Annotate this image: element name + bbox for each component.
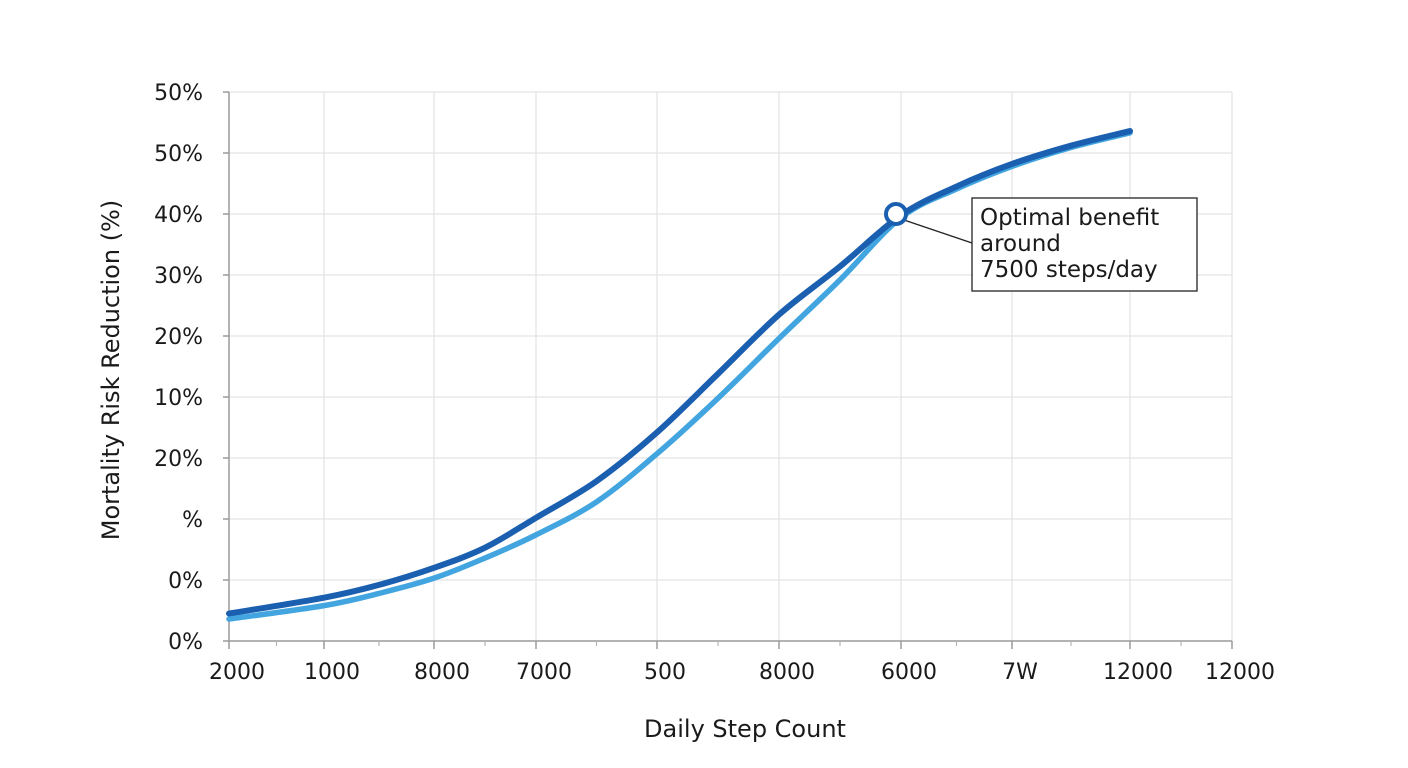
series-line-1 xyxy=(226,128,1133,617)
x-tick-label: 500 xyxy=(644,660,686,685)
y-tick-label: % xyxy=(182,508,203,533)
x-tick-label: 2000 xyxy=(209,660,265,685)
annotation-text-line: Optimal benefit xyxy=(980,205,1159,231)
y-tick-label: 10% xyxy=(154,386,203,411)
x-tick-label: 7000 xyxy=(516,660,572,685)
series xyxy=(226,128,1133,622)
axes xyxy=(228,92,1232,642)
x-axis-title: Daily Step Count xyxy=(644,715,846,743)
y-tick-label: 50% xyxy=(154,81,203,106)
annotation-box xyxy=(971,197,1198,292)
annotation-text: Optimal benefit around 7500 steps/day xyxy=(980,205,1159,283)
y-axis-title: Mortality Risk Reduction (%) xyxy=(97,200,125,540)
annotation-leader-line xyxy=(903,219,973,244)
x-tick-label: 7W xyxy=(1002,660,1038,685)
x-tick-label: 8000 xyxy=(414,660,470,685)
y-tick-label: 30% xyxy=(154,264,203,289)
annotation: Optimal benefit around 7500 steps/day xyxy=(884,197,1198,292)
y-tick-label: 0% xyxy=(168,569,203,594)
y-tick-label: 20% xyxy=(154,447,203,472)
x-tick-label: 8000 xyxy=(759,660,815,685)
annotation-text-line: 7500 steps/day xyxy=(980,257,1158,283)
grid xyxy=(229,91,1233,641)
x-tick-label: 6000 xyxy=(881,660,937,685)
y-tick-label: 40% xyxy=(154,203,203,228)
optimal-point-marker xyxy=(884,202,908,226)
y-tick-label: 0% xyxy=(168,630,203,655)
annotation-text-line: around xyxy=(980,231,1061,257)
x-tick-label: 12000 xyxy=(1205,660,1275,685)
y-tick-label: 20% xyxy=(154,325,203,350)
y-tick-label: 50% xyxy=(154,142,203,167)
x-tick-label: 12000 xyxy=(1103,660,1173,685)
x-tick-label: 1000 xyxy=(304,660,360,685)
x-axis-ticks: 2000 1000 8000 7000 500 8000 6000 7W 12000 12000 xyxy=(209,641,1275,685)
y-axis-ticks: 0% 0%% 20% 10% 20% 30% 40% 50% 50% xyxy=(154,81,229,655)
